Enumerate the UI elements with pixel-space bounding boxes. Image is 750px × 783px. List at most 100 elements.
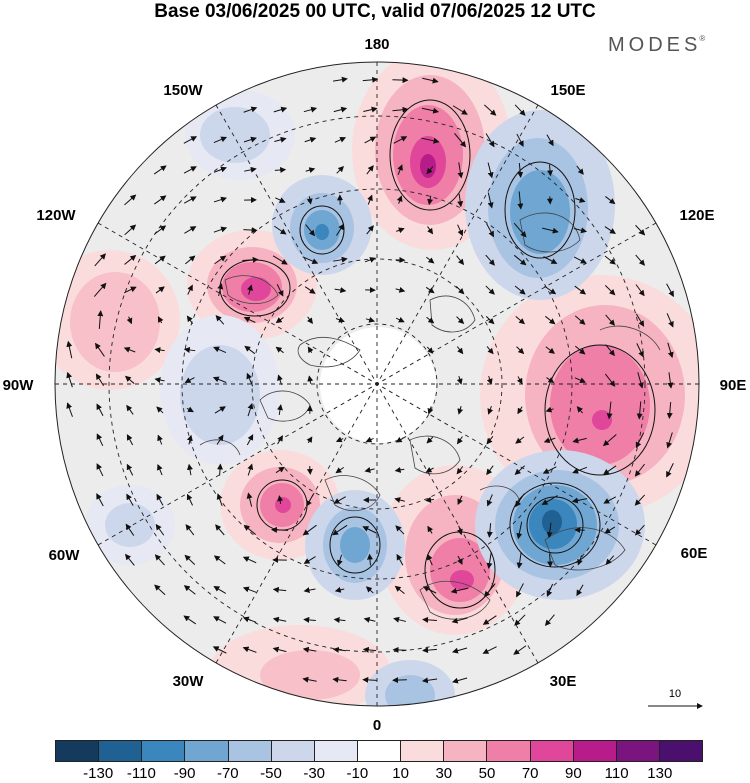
anomaly-negative-60e — [475, 450, 645, 600]
colorbar-tick-label: -110 — [126, 765, 156, 782]
wind-vector — [157, 434, 163, 445]
wind-vector — [154, 377, 165, 384]
wind-vector — [574, 315, 586, 325]
wind-vector — [451, 677, 468, 684]
wind-vector — [186, 493, 193, 506]
wind-vector — [515, 436, 525, 444]
wind-vector — [422, 647, 437, 654]
wind-vector — [542, 466, 557, 474]
wind-vector — [547, 553, 554, 568]
wind-vector — [242, 586, 257, 593]
wind-vector — [516, 376, 523, 385]
wind-vector — [544, 614, 555, 627]
colorbar-segment — [56, 741, 100, 761]
wind-vector — [213, 586, 227, 594]
colorbar-tick-label: 110 — [604, 765, 629, 782]
wind-vector — [303, 106, 318, 113]
wind-vector — [186, 434, 193, 445]
wind-vector — [486, 346, 494, 355]
wind-vector — [457, 406, 464, 415]
wind-vector — [364, 257, 376, 263]
wind-vector — [421, 137, 440, 144]
wind-vector — [213, 555, 226, 565]
wind-vector — [126, 493, 134, 506]
wind-vector — [124, 224, 137, 236]
wind-vector — [666, 463, 674, 478]
wind-vector — [213, 136, 228, 144]
wind-vector — [215, 524, 225, 536]
wind-vector — [545, 406, 554, 413]
wind-vector — [302, 646, 317, 653]
wind-vector — [395, 286, 406, 293]
wind-vector — [513, 222, 527, 238]
wind-vector — [366, 165, 374, 175]
colorbar-segment — [444, 741, 488, 761]
anomaly-positive-105w — [55, 250, 180, 390]
wind-vector — [487, 405, 494, 415]
wind-vector — [395, 525, 405, 535]
lon-label-0: 0 — [372, 717, 382, 734]
wind-vector — [213, 346, 227, 354]
wind-vector — [242, 616, 257, 623]
wind-vector — [183, 196, 197, 204]
anomaly-positive-north — [352, 62, 512, 250]
colorbar-tick-label: -30 — [303, 765, 326, 782]
wind-vector — [155, 523, 165, 536]
wind-vector — [513, 254, 527, 266]
wind-vector — [576, 406, 584, 414]
colorbar-tick-label: 10 — [392, 765, 409, 782]
wind-vector — [333, 256, 348, 263]
wind-vector — [394, 497, 405, 503]
wind-vector — [94, 253, 106, 267]
wind-vector — [635, 284, 645, 297]
wind-vector — [635, 254, 645, 266]
wind-vector — [636, 343, 644, 358]
wind-vector — [604, 285, 616, 296]
wind-vector — [514, 285, 526, 295]
wind-vector — [487, 192, 494, 209]
wind-vector — [545, 346, 555, 354]
registered-mark: ® — [699, 34, 706, 43]
wind-vector — [452, 647, 468, 654]
colorbar — [55, 740, 703, 762]
wind-vector — [667, 372, 674, 389]
wind-vector — [124, 375, 135, 384]
wind-vector — [572, 466, 588, 474]
wind-vector — [634, 524, 645, 536]
wind-vector — [96, 493, 104, 507]
wind-vector — [213, 196, 227, 203]
modes-logo: MODES® — [608, 34, 705, 57]
wind-vector — [515, 315, 526, 325]
wind-vector — [572, 437, 587, 444]
wind-vector — [425, 466, 434, 473]
wind-vector — [455, 286, 465, 295]
wind-vector — [605, 314, 616, 326]
colorbar-segment — [185, 741, 229, 761]
anomaly-positive-50w — [220, 450, 340, 560]
wind-vector — [276, 283, 284, 297]
wind-vector — [456, 376, 463, 385]
wind-vector — [302, 676, 317, 683]
wind-vector — [426, 316, 435, 324]
colorbar-tick-label: 90 — [565, 765, 582, 782]
wind-vector — [393, 616, 407, 623]
wind-vector — [362, 76, 379, 83]
wind-vector — [544, 285, 557, 295]
wind-vector — [306, 196, 313, 205]
wind-vector — [634, 494, 646, 506]
wind-vector — [212, 646, 227, 654]
wind-vector — [362, 676, 377, 683]
anomaly-negative-80w — [160, 315, 280, 465]
wind-vector — [454, 133, 467, 148]
wind-vector — [274, 166, 287, 173]
wind-vectors — [66, 76, 674, 684]
wind-vector — [66, 402, 73, 417]
wind-vector — [333, 616, 346, 623]
lon-label-150w: 150W — [163, 82, 203, 99]
wind-vector — [456, 346, 464, 355]
wind-vector — [123, 286, 137, 294]
wind-vector — [603, 465, 617, 475]
wind-vector — [574, 377, 586, 383]
wind-vector — [183, 585, 196, 595]
wind-vector — [367, 194, 373, 205]
